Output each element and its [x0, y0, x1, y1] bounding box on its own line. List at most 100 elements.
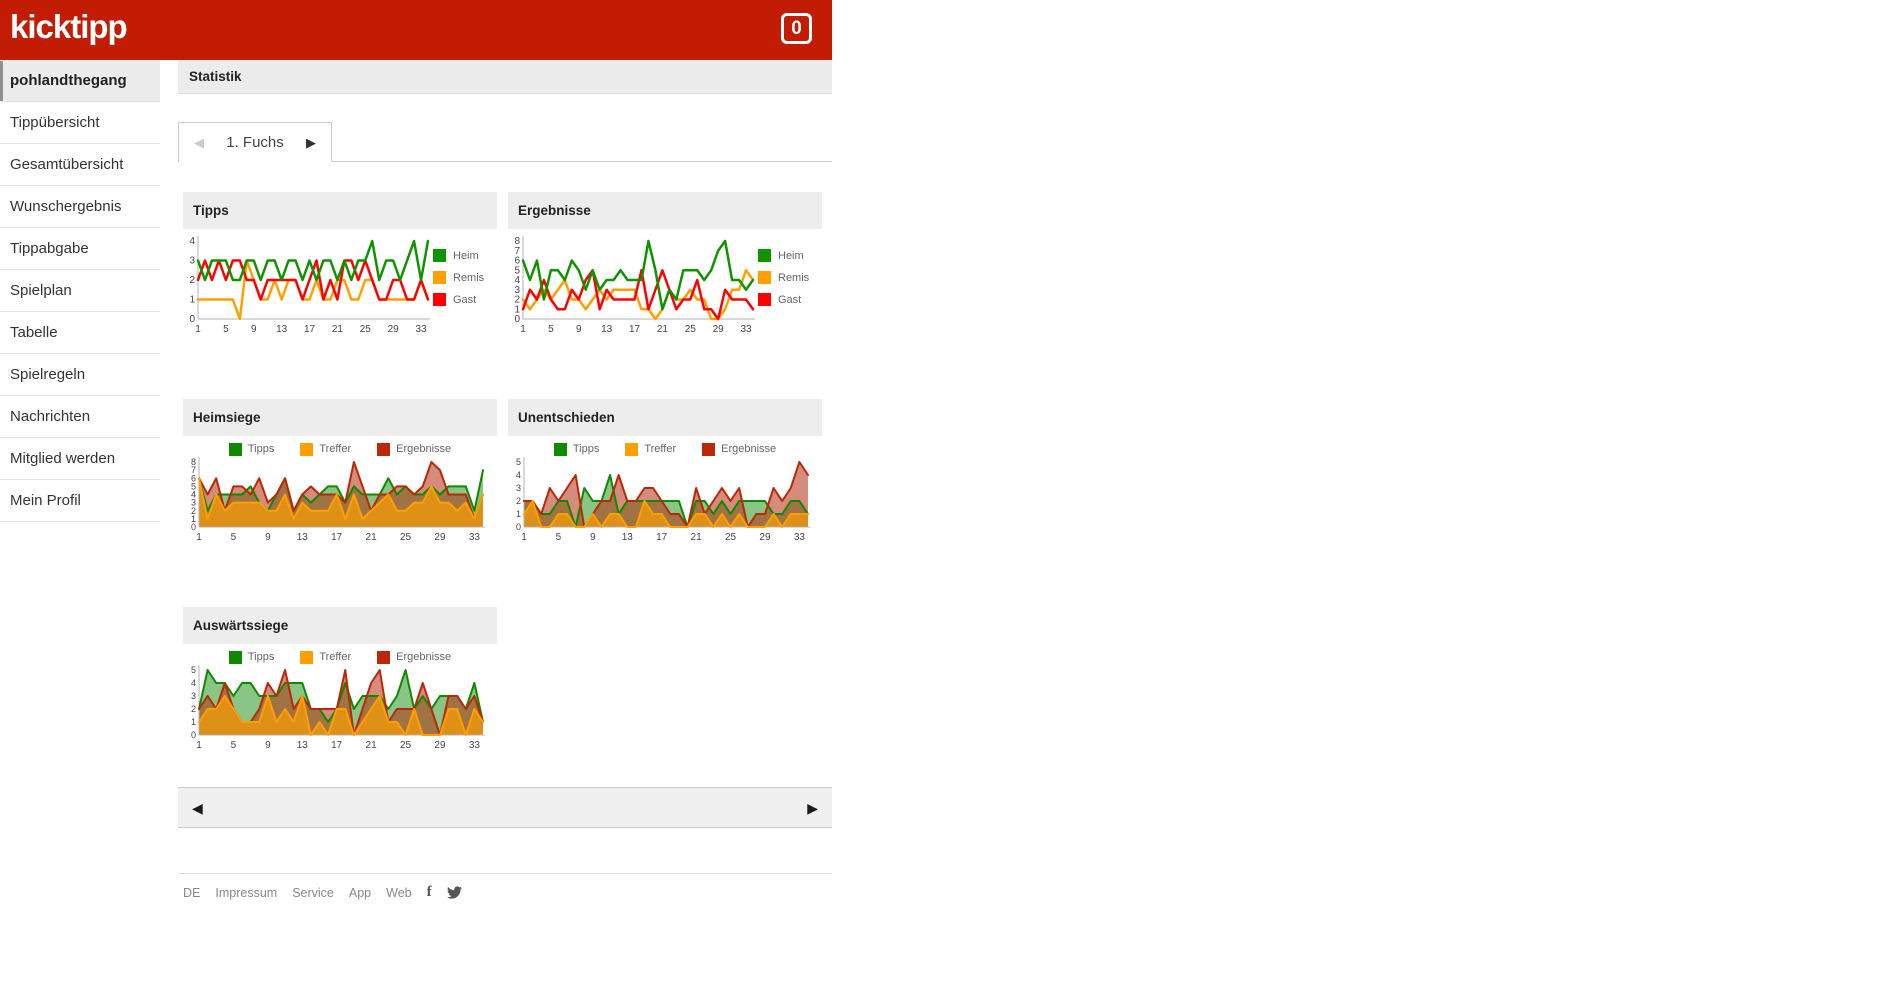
svg-text:0: 0 — [191, 522, 196, 532]
svg-text:2: 2 — [516, 496, 521, 506]
sidebar-item-spielplan[interactable]: Spielplan — [0, 270, 160, 312]
sidebar-item-tippuebersicht[interactable]: Tippübersicht — [0, 102, 160, 144]
legend-item: Gast — [433, 293, 484, 306]
legend-label: Remis — [453, 271, 485, 284]
svg-text:9: 9 — [265, 740, 271, 751]
sidebar-item-tippabgabe[interactable]: Tippabgabe — [0, 228, 160, 270]
svg-text:13: 13 — [297, 532, 309, 543]
footer: DE Impressum Service App Web f — [178, 873, 832, 901]
app-header: kicktipp 0 — [0, 0, 832, 60]
footer-link-web[interactable]: Web — [386, 885, 412, 900]
legend-swatch — [228, 442, 242, 456]
chart-title: Auswärtssiege — [183, 607, 497, 644]
chart-title: Ergebnisse — [508, 192, 822, 229]
legend-swatch — [758, 293, 771, 306]
svg-text:17: 17 — [629, 324, 641, 335]
svg-text:33: 33 — [469, 740, 481, 751]
legend-item: Heim — [758, 249, 809, 262]
svg-text:9: 9 — [251, 324, 257, 335]
legend-label: Heim — [778, 249, 804, 262]
svg-text:13: 13 — [276, 324, 288, 335]
svg-text:0: 0 — [191, 730, 196, 740]
svg-text:21: 21 — [691, 532, 703, 543]
legend-swatch — [553, 442, 567, 456]
sidebar-item-nachrichten[interactable]: Nachrichten — [0, 396, 160, 438]
legend-label: Heim — [453, 249, 479, 262]
sidebar-nav: pohlandthegang Tippübersicht Gesamtübers… — [0, 60, 160, 522]
legend-label: Tipps — [572, 443, 600, 455]
svg-text:5: 5 — [231, 740, 237, 751]
svg-text:25: 25 — [360, 324, 372, 335]
svg-text:21: 21 — [366, 532, 378, 543]
auswaertssiege-chart-legend: Tipps Treffer Ergebnisse — [183, 649, 497, 665]
svg-text:13: 13 — [297, 740, 309, 751]
legend-swatch — [433, 293, 446, 306]
legend-item: Treffer — [300, 649, 351, 665]
svg-text:5: 5 — [191, 665, 196, 675]
player-tab: ◀ 1. Fuchs ▶ — [178, 122, 332, 162]
svg-text:5: 5 — [548, 324, 554, 335]
facebook-icon[interactable]: f — [426, 884, 432, 900]
svg-text:17: 17 — [331, 532, 343, 543]
svg-text:29: 29 — [434, 532, 446, 543]
svg-text:1: 1 — [195, 324, 201, 335]
footer-link-impressum[interactable]: Impressum — [215, 885, 278, 900]
notification-badge[interactable]: 0 — [781, 13, 812, 44]
next-player-icon[interactable]: ▶ — [306, 135, 316, 150]
sidebar-item-wunschergebnis[interactable]: Wunschergebnis — [0, 186, 160, 228]
svg-text:25: 25 — [400, 740, 412, 751]
prev-player-icon[interactable]: ◀ — [194, 135, 204, 150]
svg-text:7: 7 — [191, 465, 196, 475]
ergebnisse-chart-legend: Heim Remis Gast — [758, 249, 809, 346]
sidebar-item-mein-profil[interactable]: Mein Profil — [0, 480, 160, 522]
tipps-chart-canvas: 0 1 2 3 4 1 5 9 13 17 21 25 29 33 — [183, 229, 433, 346]
sidebar-item-mitglied-werden[interactable]: Mitglied werden — [0, 438, 160, 480]
svg-text:5: 5 — [223, 324, 229, 335]
legend-swatch — [433, 249, 446, 262]
kicktipp-logo[interactable]: kicktipp — [10, 8, 128, 45]
legend-label: Remis — [778, 271, 810, 284]
unentschieden-chart-canvas: 0 1 2 3 4 5 1 5 9 13 17 21 25 29 33 — [508, 457, 822, 548]
svg-text:17: 17 — [304, 324, 316, 335]
legend-label: Ergebnisse — [396, 443, 452, 455]
sidebar-item-spielregeln[interactable]: Spielregeln — [0, 354, 160, 396]
player-tab-label[interactable]: 1. Fuchs — [226, 134, 284, 151]
pager-prev-icon[interactable]: ◀ — [192, 799, 203, 816]
svg-text:3: 3 — [191, 691, 196, 701]
svg-text:5: 5 — [516, 457, 521, 467]
twitter-icon[interactable] — [446, 886, 462, 899]
legend-label: Treffer — [319, 443, 352, 455]
tipps-chart-legend: Heim Remis Gast — [433, 249, 484, 346]
footer-link-service[interactable]: Service — [292, 885, 334, 900]
footer-link-app[interactable]: App — [348, 885, 372, 900]
heimsiege-chart-legend: Tipps Treffer Ergebnisse — [183, 441, 497, 457]
pager-next-icon[interactable]: ▶ — [807, 799, 818, 816]
unentschieden-chart-legend: Tipps Treffer Ergebnisse — [508, 441, 822, 457]
chart-title: Heimsiege — [183, 399, 497, 436]
legend-label: Treffer — [319, 651, 352, 663]
footer-link-de[interactable]: DE — [183, 885, 201, 900]
legend-swatch — [433, 271, 446, 284]
legend-label: Gast — [778, 293, 802, 306]
svg-text:2: 2 — [191, 506, 196, 516]
svg-text:2: 2 — [514, 295, 520, 306]
player-tab-bar: ◀ 1. Fuchs ▶ — [178, 122, 832, 162]
legend-item: Tipps — [228, 441, 274, 457]
legend-swatch — [377, 442, 391, 456]
svg-text:4: 4 — [191, 678, 196, 688]
legend-item: Ergebnisse — [377, 441, 451, 457]
svg-text:29: 29 — [388, 324, 400, 335]
svg-text:4: 4 — [516, 470, 521, 480]
svg-text:4: 4 — [514, 275, 520, 286]
svg-text:17: 17 — [331, 740, 343, 751]
sidebar-item-gesamtuebersicht[interactable]: Gesamtübersicht — [0, 144, 160, 186]
svg-text:0: 0 — [514, 314, 520, 325]
svg-text:9: 9 — [590, 532, 596, 543]
legend-item: Ergebnisse — [377, 649, 451, 665]
sidebar-item-pohlandthegang[interactable]: pohlandthegang — [0, 60, 160, 102]
legend-label: Treffer — [644, 443, 677, 455]
sidebar-item-tabelle[interactable]: Tabelle — [0, 312, 160, 354]
ergebnisse-chart-canvas: 0 1 2 3 4 5 6 7 8 1 5 9 13 17 21 25 29 33 — [508, 229, 758, 346]
legend-item: Treffer — [300, 441, 351, 457]
